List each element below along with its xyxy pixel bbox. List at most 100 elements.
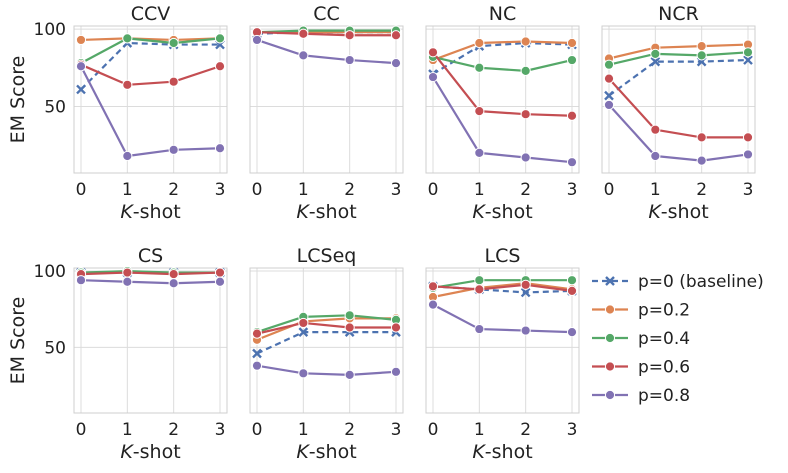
x-tick-label: 2 [520, 180, 531, 200]
data-point [743, 55, 753, 65]
series-line [608, 43, 749, 60]
plot-frame [601, 25, 756, 174]
plot-area [426, 26, 579, 173]
x-tick-label: 1 [298, 180, 309, 200]
legend-label: p=0.4 [638, 329, 690, 349]
data-point [566, 37, 578, 49]
legend-marker [604, 361, 616, 372]
data-point [122, 33, 133, 44]
x-axis-label: K-shot [472, 201, 532, 223]
data-point [214, 61, 226, 72]
data-point [168, 76, 179, 87]
legend-marker [604, 304, 616, 315]
x-tick-label: 1 [298, 420, 309, 440]
data-point [650, 48, 661, 59]
legend-marker [604, 389, 616, 401]
data-point [520, 325, 531, 336]
data-point [427, 71, 439, 83]
data-point [566, 157, 578, 168]
data-point [390, 366, 402, 377]
x-tick-label: 0 [604, 180, 615, 200]
data-point [520, 109, 531, 120]
series-line [80, 37, 221, 65]
series-p-0-baseline- [604, 55, 753, 101]
x-tick-label: 2 [344, 420, 355, 440]
series-line [256, 31, 396, 37]
panel-title: CC [313, 3, 340, 25]
x-axis-label: K-shot [296, 201, 356, 223]
data-point [251, 34, 263, 46]
data-point [168, 144, 179, 155]
series-line [608, 58, 749, 97]
data-point [566, 110, 578, 121]
y-tick-label: 100 [34, 20, 66, 40]
data-point [298, 50, 309, 61]
x-tick-label: 0 [76, 180, 87, 200]
data-point [344, 30, 355, 41]
data-point [214, 33, 226, 44]
series-line [432, 279, 572, 289]
legend-item: p=0.8 [592, 386, 690, 406]
x-tick-label: 3 [391, 420, 402, 440]
data-point [75, 275, 87, 286]
x-tick-label: 0 [428, 180, 439, 200]
plot-area [74, 268, 227, 413]
x-axis-label: K-shot [648, 201, 708, 223]
data-point [298, 368, 309, 379]
x-tick-label: 2 [520, 420, 531, 440]
data-point [650, 124, 661, 135]
series-line [432, 303, 573, 334]
series-line [80, 41, 220, 91]
series-p-0-6 [427, 279, 578, 296]
data-point [474, 284, 485, 295]
plot-area [250, 26, 403, 173]
data-point [742, 47, 754, 58]
data-point [474, 62, 485, 73]
data-point [696, 50, 707, 61]
x-axis-label: K-shot [296, 441, 356, 463]
x-tick-label: 0 [252, 180, 263, 200]
series-p-0-8 [603, 99, 754, 166]
panel-title: NC [489, 3, 516, 25]
x-tick-label: 3 [391, 180, 402, 200]
data-point [168, 37, 179, 49]
data-point [122, 267, 133, 278]
series-p-0-8 [427, 71, 578, 168]
data-point [251, 360, 263, 371]
series-line [432, 282, 573, 299]
x-tick-label: 3 [743, 180, 754, 200]
legend-item: p=0.2 [592, 301, 690, 321]
series-line [256, 29, 396, 34]
legend-marker [604, 332, 616, 344]
panel-title: LCSeq [297, 245, 357, 267]
x-tick-label: 1 [122, 420, 133, 440]
y-axis-label: EM Score [7, 297, 29, 385]
data-point [390, 30, 402, 41]
x-tick-label: 3 [567, 420, 578, 440]
data-point [427, 281, 439, 292]
x-axis-label: K-shot [120, 441, 180, 463]
data-point [214, 276, 226, 287]
series-p-0-4 [603, 47, 754, 70]
x-tick-label: 2 [168, 420, 179, 440]
legend-item: p=0 (baseline) [592, 272, 764, 292]
series-line [256, 38, 397, 65]
data-point [566, 275, 578, 286]
data-point [122, 150, 133, 162]
data-point [696, 155, 707, 166]
series-p-0-6 [427, 47, 578, 121]
data-point [520, 36, 531, 47]
panel-title: CCV [131, 3, 171, 25]
data-point [168, 269, 179, 280]
series-line [256, 321, 396, 335]
y-tick-label: 100 [34, 262, 66, 282]
series-line [608, 51, 749, 66]
data-point [75, 61, 87, 72]
data-point [696, 132, 707, 143]
series-line [432, 41, 573, 75]
x-tick-label: 2 [168, 180, 179, 200]
data-point [298, 28, 309, 39]
data-point [344, 54, 355, 66]
data-point [298, 317, 309, 329]
plot-frame [425, 25, 580, 174]
